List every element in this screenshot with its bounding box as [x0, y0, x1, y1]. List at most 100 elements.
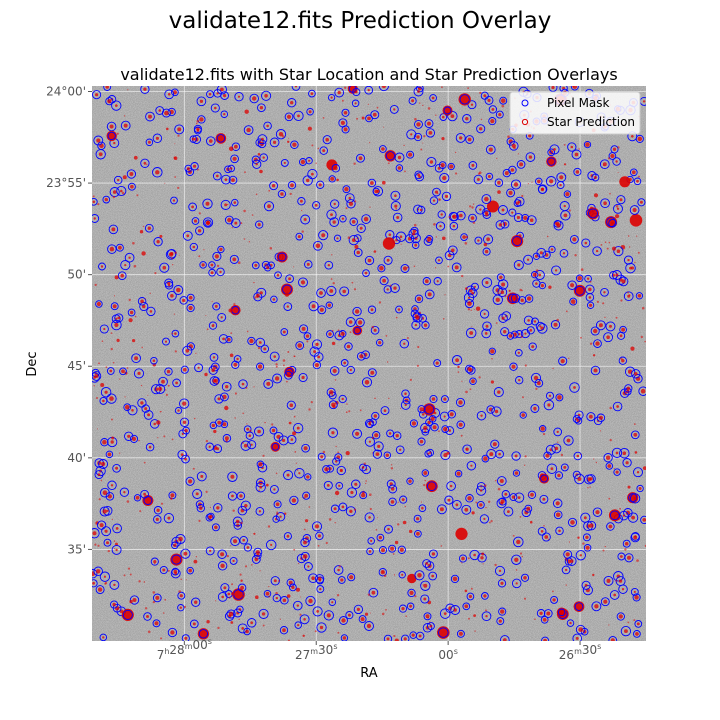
source-marker [442, 236, 446, 241]
star-prediction-speck [111, 418, 113, 421]
star-prediction-dot [382, 180, 386, 185]
star-prediction-dot [467, 496, 472, 501]
star-prediction-dot [498, 113, 502, 117]
pixel-mask-circle [572, 633, 582, 641]
star-prediction-dot [439, 224, 442, 228]
source-marker [627, 512, 639, 523]
pixel-mask-circle [217, 245, 225, 254]
pixel-mask-circle [608, 636, 618, 641]
pixel-mask-circle [535, 321, 545, 331]
source-marker [414, 294, 424, 304]
pixel-mask-circle [167, 290, 177, 301]
star-prediction-speck [554, 222, 558, 225]
star-prediction-dot [195, 492, 199, 496]
source-marker [278, 435, 289, 446]
star-prediction-speck [242, 412, 244, 415]
source-marker [239, 535, 248, 545]
star-prediction-dot [140, 299, 144, 304]
source-marker [611, 270, 622, 280]
pixel-mask-circle [93, 135, 104, 146]
pixel-mask-circle [308, 89, 316, 98]
star-prediction-speck [461, 380, 463, 382]
source-marker [246, 618, 257, 628]
pixel-mask-circle [271, 442, 280, 451]
star-prediction-dot [250, 443, 253, 446]
pixel-mask-circle [251, 554, 261, 564]
source-marker [122, 175, 127, 180]
star-prediction-dot [411, 633, 415, 637]
pixel-mask-circle [398, 571, 406, 579]
source-marker [520, 329, 530, 339]
pixel-mask-circle [441, 191, 452, 202]
source-marker [143, 612, 152, 621]
star-prediction-speck [196, 120, 200, 123]
pixel-mask-circle [384, 524, 393, 534]
source-marker [464, 589, 468, 593]
pixel-mask-circle [364, 621, 374, 631]
source-marker [484, 95, 494, 105]
pixel-mask-circle [143, 612, 152, 621]
star-prediction-dot [555, 512, 561, 518]
source-marker [345, 506, 356, 517]
star-prediction-speck [375, 529, 378, 531]
source-marker [225, 439, 228, 442]
star-prediction-dot [230, 621, 234, 624]
star-prediction-dot [230, 474, 235, 479]
pixel-mask-circle [145, 111, 155, 122]
star-prediction-speck [369, 142, 371, 144]
source-marker [356, 351, 366, 361]
star-prediction-speck [182, 417, 184, 419]
star-prediction-dot [572, 237, 577, 242]
star-prediction-speck [365, 482, 367, 484]
source-marker [400, 634, 410, 641]
source-marker [111, 544, 122, 555]
star-prediction-speck [303, 346, 305, 348]
star-prediction-dot [621, 327, 625, 332]
star-prediction-dot [515, 582, 518, 585]
star-prediction-speck [468, 617, 470, 620]
star-prediction-speck [497, 292, 500, 295]
pixel-mask-circle [509, 493, 518, 502]
pixel-mask-circle [227, 491, 238, 501]
source-marker [536, 247, 547, 258]
star-prediction-speck [281, 135, 285, 138]
star-prediction-dot [188, 305, 193, 311]
star-prediction-speck [447, 265, 450, 268]
pixel-mask-circle [409, 631, 417, 639]
pixel-mask-circle [361, 214, 371, 224]
pixel-mask-circle [459, 94, 470, 105]
pixel-mask-circle [397, 545, 406, 554]
star-prediction-speck [367, 103, 369, 105]
star-prediction-speck [593, 458, 595, 460]
star-prediction-speck [589, 342, 593, 345]
source-marker [159, 262, 170, 273]
star-prediction-dot [533, 375, 539, 381]
pixel-mask-circle [575, 624, 586, 635]
source-marker [509, 362, 518, 371]
pixel-mask-circle [260, 344, 270, 354]
star-prediction-dot [116, 338, 120, 342]
star-prediction-dot [182, 401, 187, 406]
source-marker [99, 633, 108, 641]
star-prediction-dot [240, 585, 245, 590]
star-prediction-speck [139, 510, 142, 513]
pixel-mask-circle [466, 592, 475, 601]
pixel-mask-circle [99, 633, 108, 641]
pixel-mask-circle [257, 103, 266, 113]
star-prediction-speck [387, 162, 390, 165]
star-prediction-dot [260, 137, 264, 141]
star-prediction-speck [606, 584, 608, 586]
star-prediction-speck [152, 600, 156, 604]
pixel-mask-circle [428, 549, 438, 559]
star-prediction-dot [527, 319, 530, 322]
star-prediction-dot [342, 636, 347, 640]
star-prediction-dot [107, 452, 112, 457]
pixel-mask-circle [348, 234, 359, 246]
star-prediction-speck [603, 164, 605, 166]
source-marker [418, 504, 427, 513]
star-prediction-dot [408, 152, 413, 157]
star-prediction-dot [235, 519, 240, 524]
pixel-mask-circle [188, 202, 197, 212]
star-prediction-dot [206, 220, 210, 225]
star-prediction-dot [287, 140, 290, 143]
